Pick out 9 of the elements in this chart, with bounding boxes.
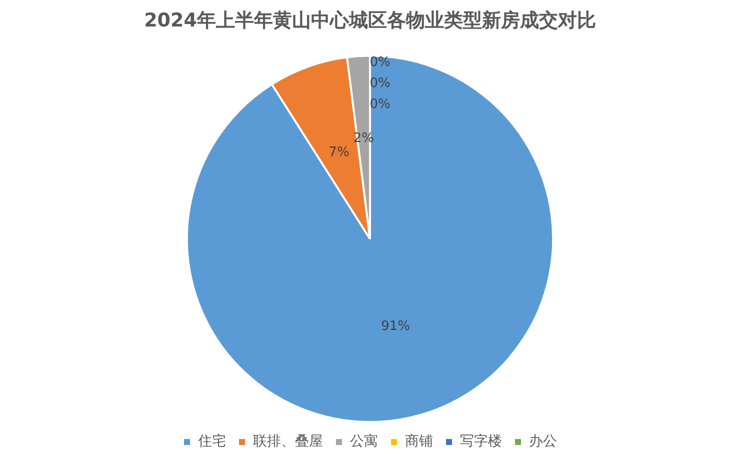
data-label: 91% xyxy=(381,319,410,334)
legend-label: 商铺 xyxy=(405,434,433,450)
legend-label: 住宅 xyxy=(197,434,226,450)
legend-label: 联排、叠屋 xyxy=(253,434,323,450)
legend-label: 办公 xyxy=(529,434,557,450)
chart-title: 2024年上半年黄山中心城区各物业类型新房成交对比 xyxy=(144,9,596,32)
legend-label: 公寓 xyxy=(350,434,378,450)
data-label: 7% xyxy=(328,145,350,160)
legend-label: 写字楼 xyxy=(460,434,502,450)
